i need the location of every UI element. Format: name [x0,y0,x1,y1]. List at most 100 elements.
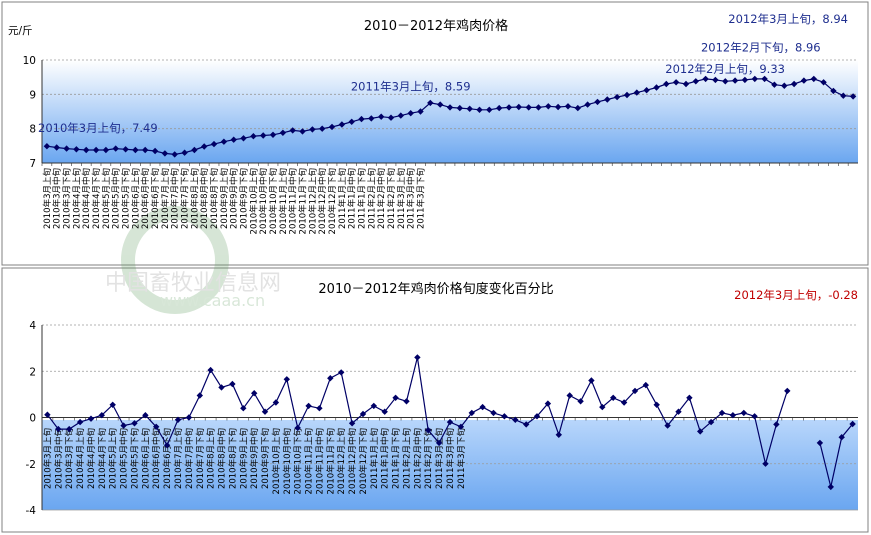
data-point [456,104,463,112]
y-tick-label: -4 [26,505,37,517]
data-point [663,80,670,88]
chart2-plot-area-top [42,325,858,420]
chart1-annotations: 2010年3月上旬，7.49 2011年3月上旬，8.59 2012年2月上旬，9.… [38,41,821,135]
x-tick-label: 2010年7月下旬 [180,168,191,229]
chart1-plot-area [42,60,858,163]
data-point [368,115,375,122]
data-point [800,77,808,84]
data-point [702,75,709,83]
x-tick-label: 2011年1月上旬 [369,428,380,489]
data-point [718,409,726,417]
x-tick-label: 2010年10月中旬 [282,428,293,494]
chart2-plot-area-band [42,420,858,510]
data-point [191,146,198,154]
data-point [338,369,345,376]
y-tick-label: 10 [23,55,36,67]
data-point [840,92,847,99]
x-tick-label: 2010年9月上旬 [238,428,249,489]
watermark-logo [121,206,229,314]
data-point [790,80,798,88]
data-point [653,84,660,91]
x-tick-label: 2010年12月中旬 [347,428,358,494]
data-point [196,392,203,399]
data-point [131,420,138,427]
data-point [358,115,365,123]
data-point [722,78,729,85]
x-tick-label: 2011年2月上旬 [401,428,412,489]
x-tick-label: 2010年9月上旬 [219,168,230,229]
chart2-corner-note: 2012年3月上旬，-0.28 [734,288,858,302]
data-point [66,425,73,433]
y-tick-label: 4 [29,320,36,332]
data-point [682,80,690,88]
y-tick-label: 8 [29,124,36,136]
x-tick-label: 2010年9月下旬 [260,428,271,489]
data-point [122,146,129,153]
x-tick-label: 2010年6月下旬 [162,428,173,489]
data-point [289,127,296,134]
data-point [163,442,171,449]
data-point [309,126,316,133]
x-tick-label: 2011年1月上旬 [337,168,348,229]
data-point [435,439,443,447]
series-line [819,423,854,488]
data-point [599,403,606,411]
data-point [316,405,323,412]
x-tick-label: 2010年8月中旬 [199,168,210,229]
data-point [73,146,80,153]
data-point [112,145,119,152]
chart1-gridlines [41,59,858,164]
data-point [210,140,218,148]
data-point [102,146,110,154]
x-tick-label: 2011年2月中旬 [376,168,387,229]
x-tick-label: 2010年7月中旬 [170,168,181,229]
data-point [740,409,747,417]
data-point [631,387,639,395]
data-point [816,439,824,447]
x-tick-label: 2010年11月上旬 [278,168,289,234]
data-point [697,428,704,435]
x-tick-label: 2011年3月上旬 [396,168,407,229]
data-point [174,416,182,423]
x-tick-label: 2011年3月上旬 [434,428,445,489]
data-point [643,87,650,94]
x-tick-label: 2010年12月中旬 [317,168,328,234]
data-point [479,403,486,411]
data-point [87,415,95,422]
data-point [299,128,306,135]
data-point [781,82,788,89]
chart2-series [44,354,856,491]
x-tick-label: 2011年2月中旬 [412,428,423,489]
x-tick-label: 2010年4月上旬 [71,168,82,229]
data-point [305,402,312,410]
x-tick-label: 2010年7月中旬 [184,428,195,489]
data-point [446,104,454,111]
data-point [44,411,51,418]
data-point [378,113,385,120]
x-tick-label: 2010年3月下旬 [62,168,73,229]
data-point [250,133,257,140]
watermark-cn: 中国畜牧业信息网 [105,271,281,296]
chart1-y-unit: 元/斤 [8,25,33,37]
data-point [370,402,377,410]
data-point [751,413,758,420]
data-point [53,144,60,151]
x-tick-label: 2010年10月下旬 [268,168,279,234]
data-point [207,366,214,374]
x-tick-label: 2010年8月上旬 [189,168,200,229]
data-point [588,377,595,384]
data-point [771,81,778,88]
x-tick-label: 2010年3月上旬 [42,168,53,229]
data-point [55,425,62,433]
x-tick-label: 2010年10月上旬 [248,168,259,234]
data-point [675,408,682,415]
x-tick-label: 2010年4月下旬 [97,428,108,489]
data-point [584,101,591,108]
watermark-url: www.caaa.cn [160,291,265,310]
data-point [457,423,465,430]
data-point [220,138,228,145]
x-tick-label: 2010年4月中旬 [81,168,92,229]
x-tick-label: 2010年11月下旬 [325,428,336,494]
x-tick-label: 2010年8月中旬 [217,428,228,489]
